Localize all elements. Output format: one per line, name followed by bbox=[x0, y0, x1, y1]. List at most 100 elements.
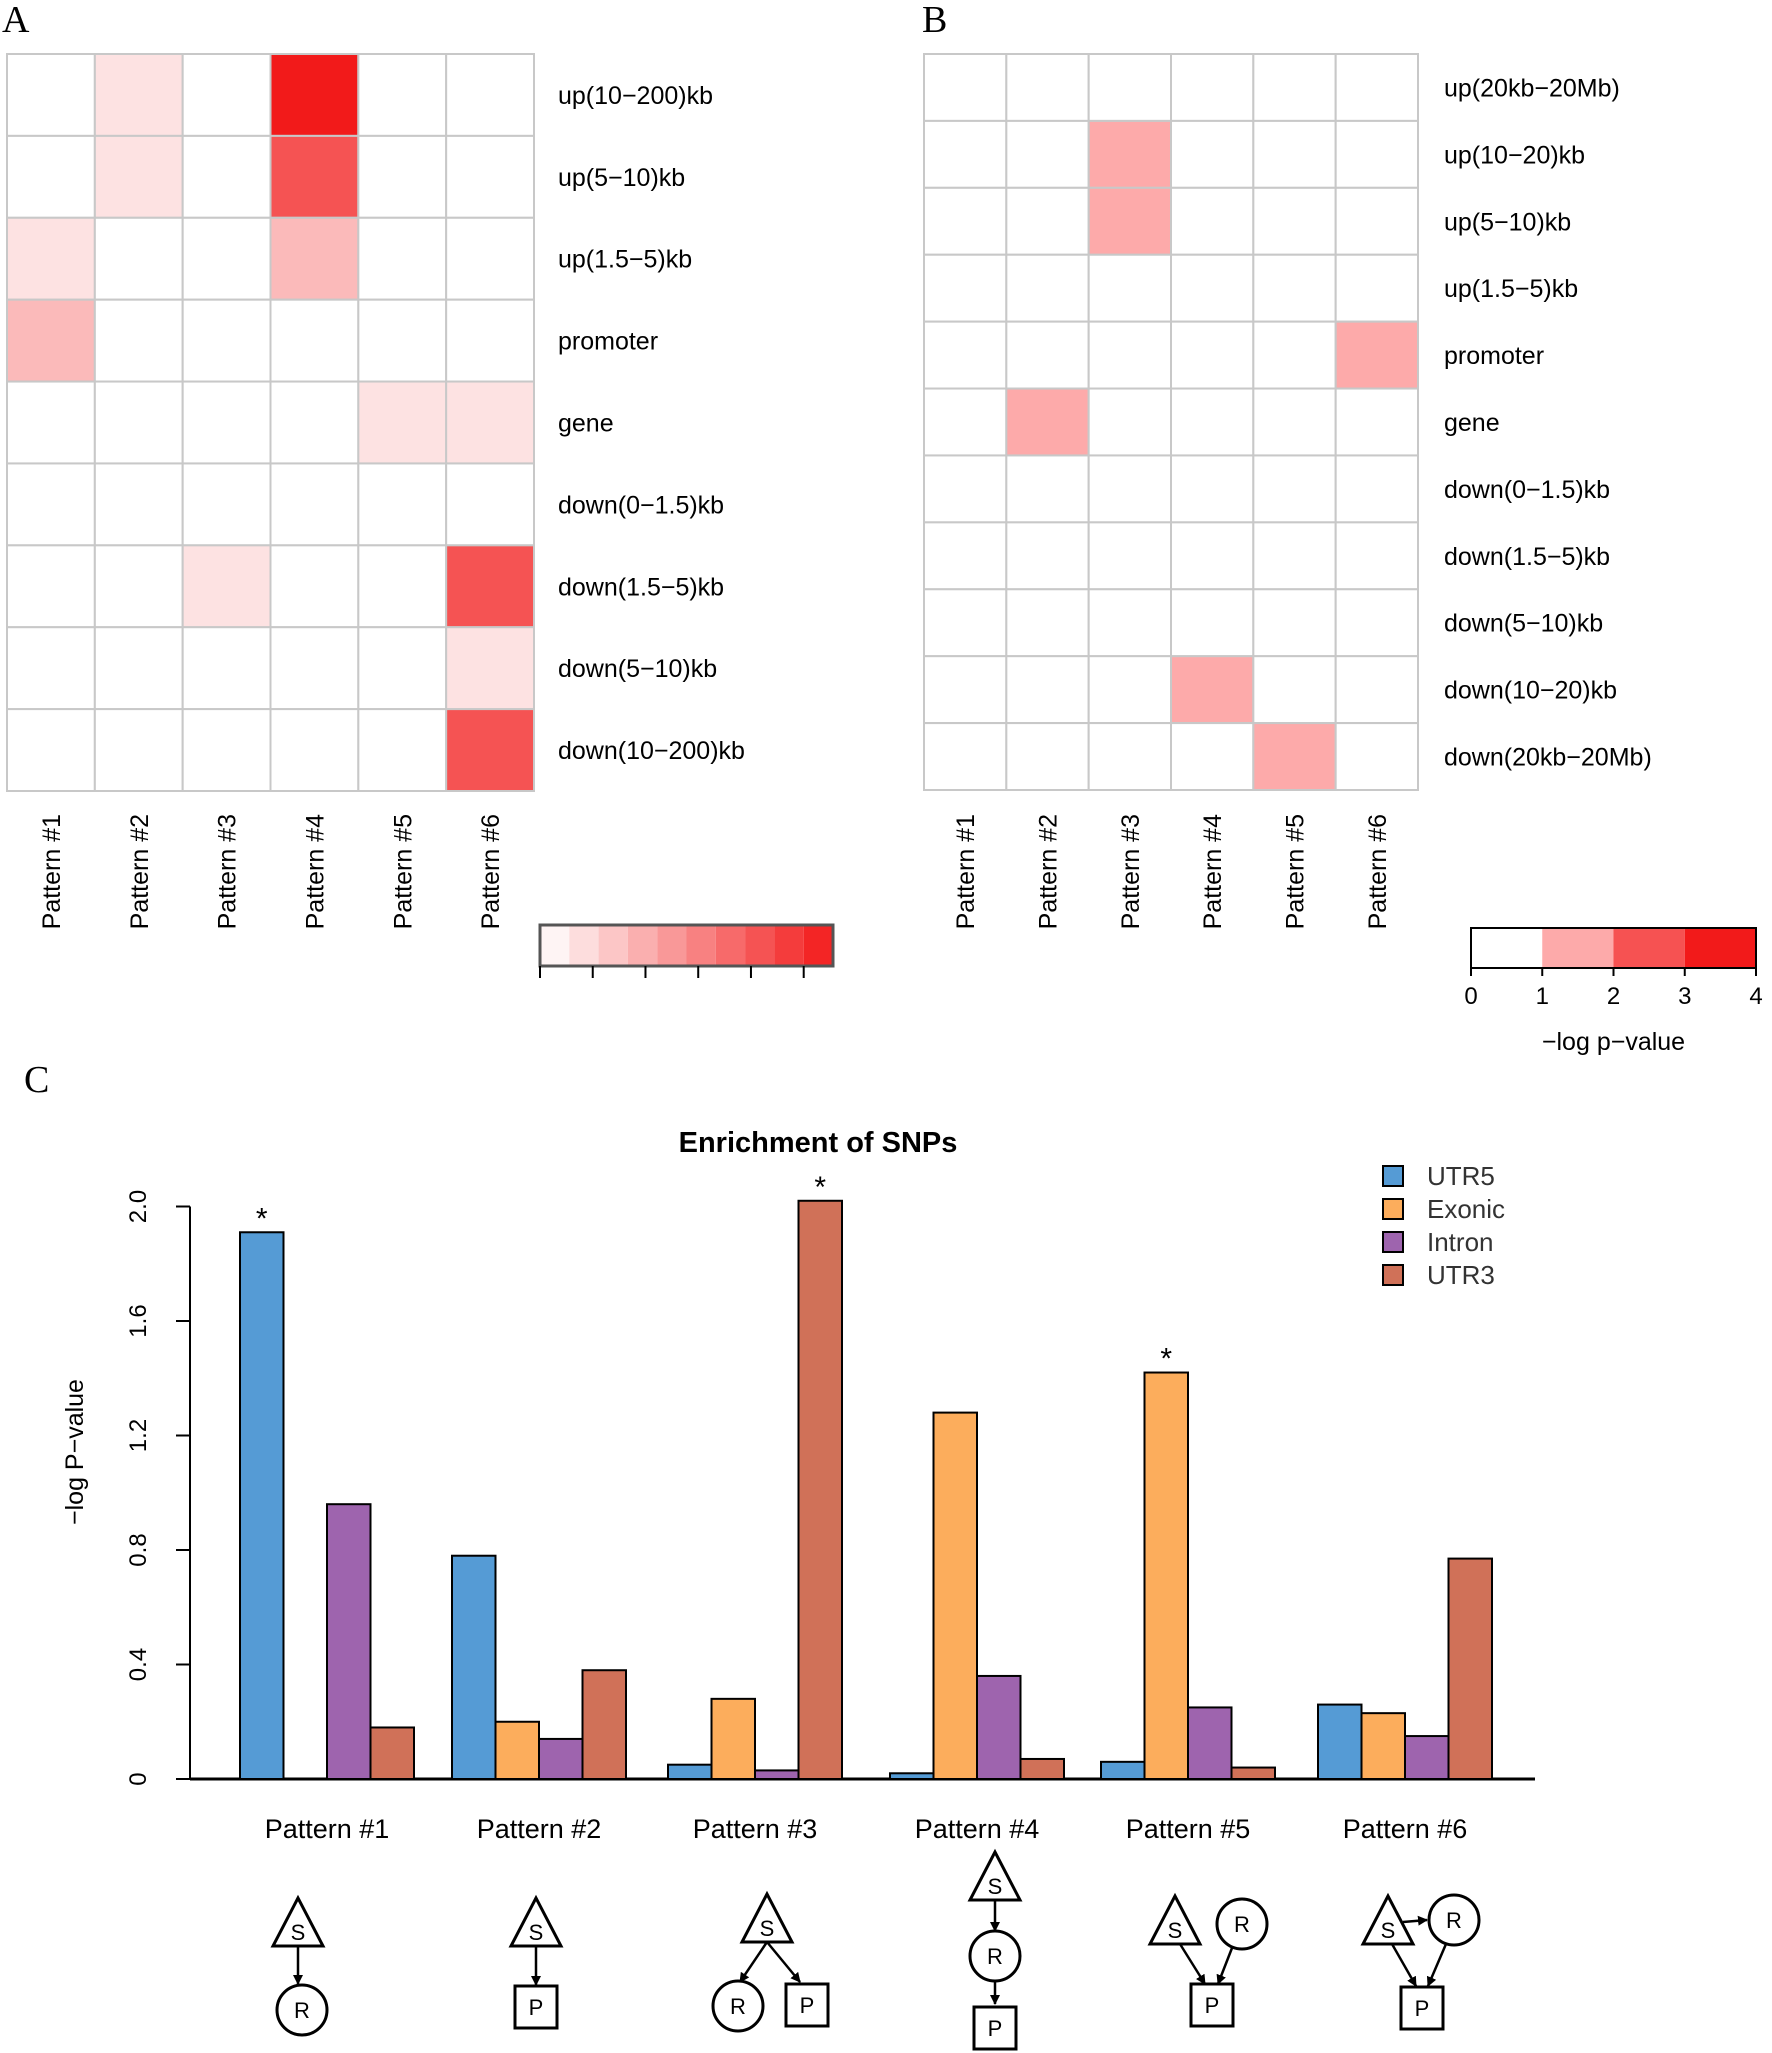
heat-cell-b-r9-c3 bbox=[1170, 655, 1255, 725]
heat-cell-a-r6-c1 bbox=[93, 544, 184, 629]
motif-5-source-triangle-label: S bbox=[1168, 1918, 1183, 1943]
heat-cell-b-r6-c5 bbox=[1334, 454, 1419, 524]
motif-5-arrow-s bbox=[1178, 1943, 1207, 1985]
significance-star-1: * bbox=[814, 1171, 826, 1204]
bar-pattern-2-utr5 bbox=[451, 1554, 497, 1780]
heat-cell-a-r4-c2 bbox=[181, 380, 272, 465]
heat-cell-a-r5-c0 bbox=[6, 462, 96, 547]
legend-swatch-a-7 bbox=[745, 925, 775, 966]
heat-cell-b-r6-c3 bbox=[1170, 454, 1255, 524]
heat-cell-b-r0-c5 bbox=[1334, 53, 1419, 122]
column-label-pattern-4: Pattern #4 bbox=[301, 814, 329, 929]
y-tick-label-1: 0.4 bbox=[125, 1648, 152, 1681]
bar-pattern-6-exonic bbox=[1360, 1712, 1406, 1780]
row-label-promoter: promoter bbox=[558, 328, 658, 356]
heat-cell-b-r8-c0 bbox=[923, 588, 1008, 658]
heat-cell-a-r6-c5 bbox=[445, 544, 535, 629]
heat-cell-a-r7-c5 bbox=[445, 626, 535, 711]
heat-cell-a-r8-c4 bbox=[357, 708, 448, 792]
legend-swatch-intron bbox=[1382, 1231, 1404, 1253]
row-label-up-10-200-kb: up(10−200)kb bbox=[558, 82, 713, 110]
legend-label-exonic: Exonic bbox=[1427, 1194, 1505, 1224]
heat-cell-a-r4-c0 bbox=[6, 380, 96, 465]
legend-swatch-a-0 bbox=[540, 925, 570, 966]
heat-cell-a-r3-c3 bbox=[269, 298, 360, 383]
panel-label-c: C bbox=[24, 1059, 49, 1101]
heat-cell-b-r5-c1 bbox=[1005, 387, 1090, 457]
heat-cell-b-r0-c3 bbox=[1170, 53, 1255, 122]
heat-cell-b-r7-c5 bbox=[1334, 521, 1419, 591]
motif-3-source-triangle-label: S bbox=[760, 1916, 775, 1941]
heat-cell-a-r7-c0 bbox=[6, 626, 96, 711]
y-tick-label-4: 1.6 bbox=[125, 1304, 152, 1337]
legend-swatch-a-5 bbox=[686, 925, 716, 966]
row-label-down-10-200-kb: down(10−200)kb bbox=[558, 737, 745, 765]
heat-cell-b-r4-c0 bbox=[923, 320, 1008, 390]
heat-cell-b-r4-c1 bbox=[1005, 320, 1090, 390]
heat-cell-a-r1-c1 bbox=[93, 134, 184, 219]
bar-pattern-3-utr3 bbox=[797, 1199, 843, 1780]
motif-5-regulator-circle-label: R bbox=[1234, 1912, 1250, 1937]
heat-cell-b-r10-c0 bbox=[923, 722, 1008, 791]
heat-cell-a-r0-c1 bbox=[93, 53, 184, 137]
heat-cell-a-r5-c4 bbox=[357, 462, 448, 547]
legend-swatch-a-2 bbox=[598, 925, 628, 966]
heat-cell-b-r6-c1 bbox=[1005, 454, 1090, 524]
heat-cell-a-r1-c2 bbox=[181, 134, 272, 219]
row-label-down-20kb-20mb: down(20kb−20Mb) bbox=[1444, 744, 1652, 772]
column-label-pattern-2: Pattern #2 bbox=[1035, 814, 1063, 929]
heat-cell-b-r2-c3 bbox=[1170, 186, 1255, 256]
motif-6-arrow-sr bbox=[1402, 1915, 1428, 1926]
column-label-pattern-3: Pattern #3 bbox=[1117, 814, 1145, 929]
bar-pattern-1-intron bbox=[326, 1503, 372, 1780]
heat-cell-a-r3-c5 bbox=[445, 298, 535, 383]
heat-cell-b-r10-c5 bbox=[1334, 722, 1419, 791]
y-tick-label-3: 1.2 bbox=[125, 1419, 152, 1452]
heat-cell-b-r1-c5 bbox=[1334, 119, 1419, 189]
y-tick-label-5: 2.0 bbox=[125, 1190, 152, 1223]
heatmap-a: up(10−200)kb up(5−10)kb up(1.5−5)kb promote… bbox=[6, 53, 835, 978]
heat-cell-b-r6-c2 bbox=[1087, 454, 1172, 524]
row-label-down-5-10-kb: down(5−10)kb bbox=[558, 655, 717, 683]
heat-cell-b-r5-c5 bbox=[1334, 387, 1419, 457]
row-label-gene: gene bbox=[558, 410, 614, 438]
bar-pattern-6-utr5 bbox=[1317, 1703, 1363, 1780]
motif-4-product-square bbox=[972, 2005, 1018, 2051]
heat-cell-a-r1-c3 bbox=[269, 134, 360, 219]
heat-cell-a-r6-c4 bbox=[357, 544, 448, 629]
column-label-pattern-4: Pattern #4 bbox=[1199, 814, 1227, 929]
heat-cell-b-r7-c3 bbox=[1170, 521, 1255, 591]
motif-3-regulator-circle-label: R bbox=[730, 1994, 746, 2019]
heatmap-b: up(20kb−20Mb) up(10−20)kb up(5−10)kb up(1.5… bbox=[923, 53, 1763, 1056]
row-label-down-1-5-5-kb: down(1.5−5)kb bbox=[558, 573, 724, 601]
legend-swatch-b-2 bbox=[1613, 928, 1685, 968]
bar-pattern-2-utr3 bbox=[581, 1669, 627, 1780]
heat-cell-a-r5-c1 bbox=[93, 462, 184, 547]
column-label-pattern-5: Pattern #5 bbox=[389, 814, 417, 929]
heat-cell-b-r2-c2 bbox=[1087, 186, 1172, 256]
heat-cell-a-r2-c3 bbox=[269, 216, 360, 301]
heat-cell-a-r4-c4 bbox=[357, 380, 448, 465]
heat-cell-b-r4-c5 bbox=[1334, 320, 1419, 390]
heat-cell-b-r9-c2 bbox=[1087, 655, 1172, 725]
heat-cell-b-r10-c4 bbox=[1252, 722, 1337, 791]
motif-6-product-square-label: P bbox=[1415, 1996, 1430, 2021]
heat-cell-b-r5-c0 bbox=[923, 387, 1008, 457]
x-category-label-pattern-6: Pattern #6 bbox=[1343, 1814, 1468, 1844]
legend-tick-label-b-2: 2 bbox=[1607, 983, 1620, 1010]
heat-cell-a-r2-c1 bbox=[93, 216, 184, 301]
row-label-up-5-10-kb: up(5−10)kb bbox=[558, 164, 685, 192]
heat-cell-b-r5-c3 bbox=[1170, 387, 1255, 457]
heat-cell-a-r2-c4 bbox=[357, 216, 448, 301]
heat-cell-a-r1-c5 bbox=[445, 134, 535, 219]
row-label-up-5-10-kb: up(5−10)kb bbox=[1444, 208, 1571, 236]
heat-cell-b-r10-c1 bbox=[1005, 722, 1090, 791]
motif-5-arrow-r bbox=[1216, 1947, 1234, 1985]
heat-cell-b-r3-c5 bbox=[1334, 253, 1419, 323]
y-tick-label-2: 0.8 bbox=[125, 1533, 152, 1566]
heat-cell-a-r4-c3 bbox=[269, 380, 360, 465]
heat-cell-b-r3-c2 bbox=[1087, 253, 1172, 323]
y-tick-label-0: 0 bbox=[125, 1772, 152, 1785]
heat-cell-b-r0-c0 bbox=[923, 53, 1008, 122]
bar-pattern-1-utr5 bbox=[239, 1231, 285, 1780]
